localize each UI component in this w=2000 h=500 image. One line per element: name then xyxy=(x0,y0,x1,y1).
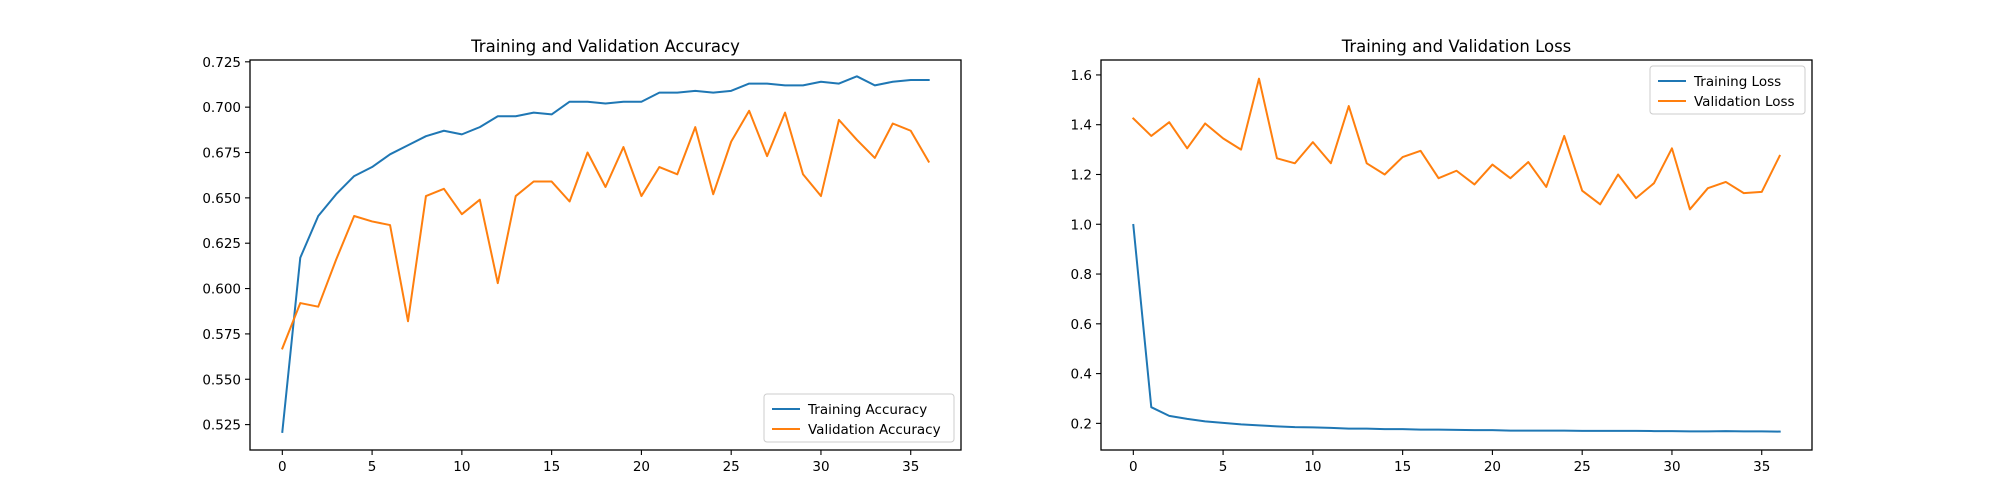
loss-x-tick-label: 10 xyxy=(1304,459,1321,475)
loss-x-tick-label: 15 xyxy=(1394,459,1411,475)
accuracy-x-tick-label: 20 xyxy=(633,459,650,475)
loss-legend-label-validation: Validation Loss xyxy=(1694,94,1795,110)
loss-series-line-validation xyxy=(1131,77,1782,211)
loss-y-tick-label: 0.2 xyxy=(1071,416,1092,432)
loss-x-tick-label: 35 xyxy=(1753,459,1770,475)
accuracy-x-tick-label: 0 xyxy=(278,459,287,475)
loss-y-tick-label: 0.6 xyxy=(1071,317,1092,333)
loss-legend: Training Loss Validation Loss xyxy=(1649,65,1806,115)
accuracy-y-tick-label: 0.525 xyxy=(202,418,241,434)
accuracy-axes-frame xyxy=(249,59,962,451)
loss-y-tick-label: 1.0 xyxy=(1071,217,1092,233)
loss-y-tick-label: 1.6 xyxy=(1071,68,1092,84)
accuracy-y-tick-label: 0.550 xyxy=(202,372,241,388)
loss-x-tick-label: 5 xyxy=(1219,459,1228,475)
accuracy-x-tick-label: 5 xyxy=(368,459,377,475)
accuracy-chart-title: Training and Validation Accuracy xyxy=(470,37,740,56)
loss-x-tick-label: 30 xyxy=(1663,459,1680,475)
loss-y-tick-label: 0.8 xyxy=(1071,267,1092,283)
accuracy-y-tick-label: 0.725 xyxy=(202,55,241,71)
accuracy-x-tick-label: 35 xyxy=(902,459,919,475)
loss-chart-title: Training and Validation Loss xyxy=(1341,37,1572,56)
accuracy-y-tick-label: 0.700 xyxy=(202,100,241,116)
accuracy-y-tick-label: 0.575 xyxy=(202,327,241,343)
accuracy-x-tick-label: 15 xyxy=(543,459,560,475)
loss-x-tick-label: 0 xyxy=(1129,459,1138,475)
loss-legend-box xyxy=(1649,65,1806,115)
accuracy-series-line-training xyxy=(281,75,930,433)
loss-series-line-training xyxy=(1132,223,1781,433)
accuracy-x-tick-label: 10 xyxy=(453,459,470,475)
loss-x-tick-label: 20 xyxy=(1484,459,1501,475)
accuracy-legend-box xyxy=(763,393,955,443)
accuracy-series-line-validation xyxy=(281,109,931,350)
accuracy-x-tick-label: 25 xyxy=(723,459,740,475)
accuracy-legend-label-training: Training Accuracy xyxy=(807,402,927,418)
loss-y-tick-label: 0.4 xyxy=(1071,367,1092,383)
accuracy-y-tick-label: 0.650 xyxy=(202,191,241,207)
accuracy-x-tick-label: 30 xyxy=(812,459,829,475)
loss-y-tick-label: 1.4 xyxy=(1071,118,1092,134)
accuracy-legend-label-validation: Validation Accuracy xyxy=(808,422,941,438)
loss-x-tick-label: 25 xyxy=(1574,459,1591,475)
loss-y-tick-label: 1.2 xyxy=(1071,167,1092,183)
loss-legend-label-training: Training Loss xyxy=(1693,74,1781,90)
accuracy-legend: Training Accuracy Validation Accuracy xyxy=(763,393,955,443)
accuracy-y-tick-label: 0.600 xyxy=(202,282,241,298)
accuracy-chart: Training and Validation Accuracy 0 5 10 15 2… xyxy=(202,37,962,475)
accuracy-y-tick-label: 0.625 xyxy=(202,236,241,252)
loss-chart: Training and Validation Loss 0 5 10 15 20 25 3… xyxy=(1071,37,1813,475)
loss-axes-frame xyxy=(1100,59,1813,451)
accuracy-y-tick-label: 0.675 xyxy=(202,146,241,162)
